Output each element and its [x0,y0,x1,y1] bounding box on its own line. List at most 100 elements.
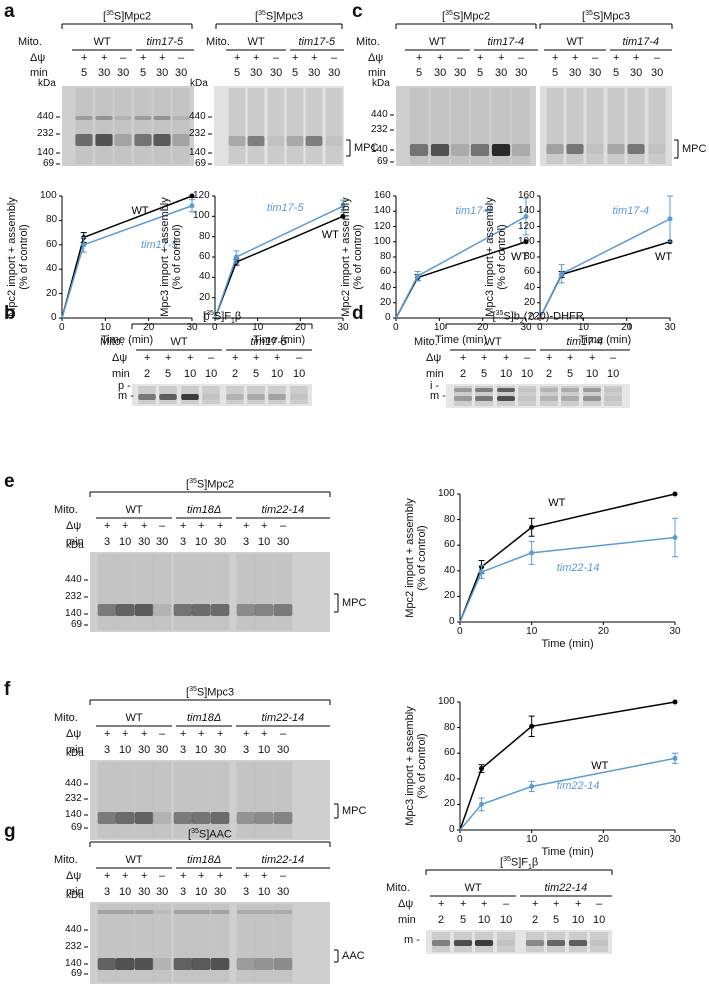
a1-band-5-0 [172,134,190,146]
f-band-4-0 [173,812,193,824]
g2-title: [35S]F1β [500,856,539,871]
d-band-4-0 [540,388,558,392]
d-gel [446,384,630,408]
c-left-xtick-label-20: 20 [477,322,489,333]
a1-band-3-0 [134,134,152,146]
g2-band-1-0 [453,940,473,946]
b-lane-3 [202,386,220,404]
a-left-xtick-label-20: 20 [143,322,155,333]
g-dpsi-3: – [159,870,166,882]
g-min-label: min [66,886,84,898]
a-left-xlabel: Time (min) [101,334,154,346]
d-strain-1: tim17-4 [566,336,604,348]
c-right-xtick-label-20: 20 [621,322,633,333]
f-lane-0 [97,762,117,838]
a1-min-label: min [30,67,48,79]
e-chart-ylabel: Mpc2 import + assembly (% of control) [404,498,428,618]
g2-strain-1: tim22-14 [544,882,588,894]
c1-min-3: 5 [477,67,484,79]
e-chart-xtick-label-30: 30 [669,626,681,637]
a2-band-5-0 [325,136,343,146]
panel-label-b: b [4,303,16,324]
a1-band-4-1 [153,116,171,120]
a1-band-0-1 [75,116,93,120]
c2-title: [35S]Mpc3 [582,10,631,23]
e-chart-series-1-line [459,536,676,623]
a1-lane-1 [95,88,113,164]
g-min-1: 10 [119,886,132,898]
f-chart-series-0-label: WT [591,760,609,772]
f-min-0: 3 [104,744,111,756]
c1-marker-440: 440 [371,109,388,120]
d-title: [35S]b2(220)-DHFR [492,310,584,325]
c-left-ytick-label-20: 20 [380,296,392,308]
b-dpsi-7: – [296,352,303,364]
d-min-5: 5 [567,368,574,380]
e-dpsi-1: + [122,520,129,532]
f-dpsi-2: + [141,728,148,740]
d-dpsi-label: Δψ [426,352,442,364]
c1-band-2-0 [450,144,470,156]
a2-dpsi-5: – [331,52,338,64]
e-strain-1: tim18Δ [187,504,222,516]
a1-band-3-1 [134,116,152,120]
f-chart-xlabel: Time (min) [541,846,594,858]
a-left-series-1-label: tim17-5 [141,238,178,251]
g-band-0-1 [97,910,117,914]
a2-band-3-0 [286,136,304,146]
f-strain-0: WT [125,712,143,724]
f-marker-69: 69 [71,822,83,833]
g-band-1-0 [115,958,135,970]
d-min-label: min [426,368,444,380]
a1-band-2-0 [114,134,132,146]
b-band-1-0 [159,394,177,400]
c1-min-label: min [368,67,386,79]
g2-min-7: 10 [593,914,606,926]
b-min-1: 5 [165,368,172,380]
d-min-1: 5 [481,368,488,380]
g-min-0: 3 [104,886,111,898]
e-chart-ylabel-line1: Mpc2 import + assembly [403,498,416,618]
a2-dpsi-2: – [273,52,280,64]
c-right-ytick-label-160: 160 [518,190,535,201]
c1-band-5-0 [511,144,531,156]
b-band-5-0 [247,394,265,400]
f-chart-series-1-point-2 [529,783,535,789]
f-chart-xtick-label-30: 30 [669,834,681,845]
e-min-9: 30 [277,536,290,548]
e-band-9-0 [273,604,293,616]
a1-dpsi-3: + [140,52,147,64]
f-dpsi-8: + [261,728,268,740]
b-lane-5 [247,386,265,404]
a2-lane-0 [228,88,246,164]
b-title: [35S]F1β [203,310,242,325]
a-left-ytick-label-60: 60 [46,238,58,250]
c1-dpsi-label: Δψ [368,52,384,64]
g-min-2: 30 [138,886,151,898]
g-dpsi-8: + [261,870,268,882]
e-chart-xtick-label-10: 10 [526,626,538,637]
b-min-6: 10 [271,368,284,380]
d-lane-3 [518,386,536,406]
f-dpsi-label: Δψ [66,728,82,740]
c-right-ytick-label-120: 120 [518,220,535,232]
a1-marker-140: 140 [37,147,54,158]
a1-marker-69: 69 [43,158,55,169]
g-band-3-1 [152,910,172,914]
a2-mito-label: Mito. [206,36,230,48]
f-chart-xtick-label-0: 0 [457,834,463,845]
g-dpsi-label: Δψ [66,870,82,882]
c2-dpsi-4: + [633,52,640,64]
c-left-series-1-point-1 [415,273,421,279]
d-lane-7 [604,386,622,406]
b-band-3-0 [202,394,220,400]
c1-marker-232: 232 [371,124,388,135]
a-left-series-1-point-1 [81,242,87,248]
c2-min-5: 30 [651,67,664,79]
c2-strain-0: WT [566,36,584,48]
g2-dpsi-5: + [553,898,560,910]
c1-band-1-0 [430,144,450,156]
g-kda-label: kDa [66,890,84,901]
